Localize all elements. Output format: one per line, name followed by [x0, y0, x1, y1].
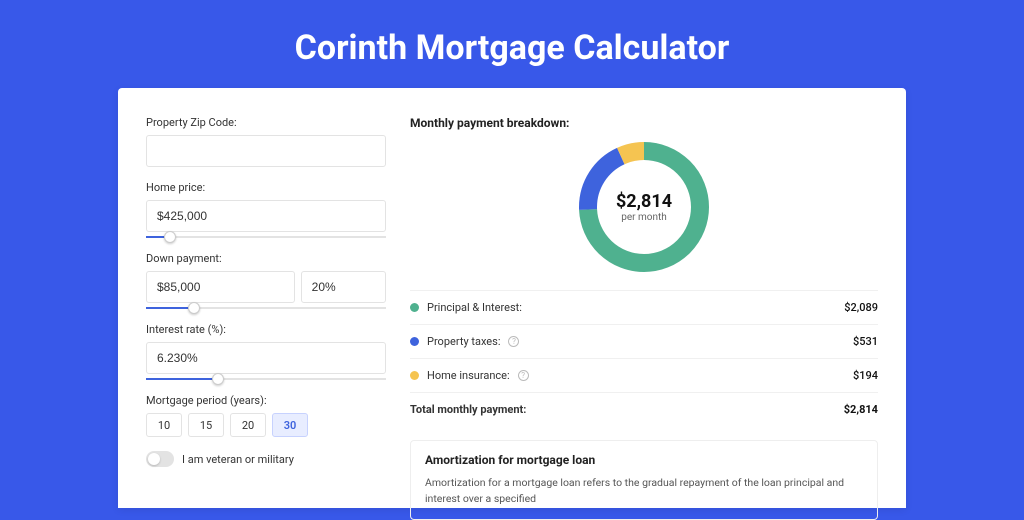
page-title: Corinth Mortgage Calculator [0, 0, 1024, 88]
mortgage-period-label: Mortgage period (years): [146, 394, 386, 407]
interest-rate-input[interactable] [146, 342, 386, 374]
info-icon[interactable]: ? [508, 336, 519, 347]
down-payment-slider-thumb[interactable] [188, 302, 200, 314]
donut-center-sub: per month [621, 212, 667, 223]
down-payment-label: Down payment: [146, 252, 386, 265]
interest-rate-slider-thumb[interactable] [212, 373, 224, 385]
amortization-section: Amortization for mortgage loan Amortizat… [410, 440, 878, 520]
amortization-body: Amortization for a mortgage loan refers … [425, 475, 863, 507]
down-payment-amount-input[interactable] [146, 271, 295, 303]
legend-row: Principal & Interest: $2,089 [410, 291, 878, 325]
period-button-10[interactable]: 10 [146, 413, 182, 437]
interest-rate-slider[interactable] [146, 378, 386, 380]
legend-row: Home insurance:? $194 [410, 359, 878, 393]
home-price-slider-thumb[interactable] [164, 231, 176, 243]
period-button-15[interactable]: 15 [188, 413, 224, 437]
period-button-20[interactable]: 20 [230, 413, 266, 437]
breakdown-panel: Monthly payment breakdown: $2,814 per mo… [410, 116, 878, 508]
calculator-card: Property Zip Code: Home price: Down paym… [118, 88, 906, 508]
home-price-label: Home price: [146, 181, 386, 194]
legend-label: Home insurance: [427, 369, 510, 382]
zip-field-group: Property Zip Code: [146, 116, 386, 167]
interest-rate-group: Interest rate (%): [146, 323, 386, 380]
mortgage-period-group: Mortgage period (years): 10152030 [146, 394, 386, 437]
breakdown-title: Monthly payment breakdown: [410, 116, 878, 130]
zip-input[interactable] [146, 135, 386, 167]
info-icon[interactable]: ? [518, 370, 529, 381]
legend-row: Property taxes:? $531 [410, 325, 878, 359]
legend-value: $2,089 [844, 301, 878, 314]
legend-total-row: Total monthly payment: $2,814 [410, 393, 878, 426]
amortization-title: Amortization for mortgage loan [425, 453, 863, 467]
legend-value: $531 [853, 335, 878, 348]
legend-total-value: $2,814 [844, 403, 878, 416]
down-payment-group: Down payment: [146, 252, 386, 309]
breakdown-legend: Principal & Interest: $2,089 Property taxe… [410, 290, 878, 426]
legend-dot [410, 371, 419, 380]
legend-value: $194 [853, 369, 878, 382]
down-payment-slider[interactable] [146, 307, 386, 309]
legend-label: Principal & Interest: [427, 301, 522, 314]
donut-center-amount: $2,814 [616, 191, 672, 212]
veteran-toggle-row: I am veteran or military [146, 451, 386, 467]
zip-label: Property Zip Code: [146, 116, 386, 129]
legend-dot [410, 337, 419, 346]
veteran-toggle-label: I am veteran or military [182, 453, 294, 466]
payment-donut-chart: $2,814 per month [579, 142, 709, 272]
home-price-group: Home price: [146, 181, 386, 238]
form-panel: Property Zip Code: Home price: Down paym… [146, 116, 386, 508]
veteran-toggle[interactable] [146, 451, 174, 467]
home-price-slider[interactable] [146, 236, 386, 238]
legend-label: Property taxes: [427, 335, 500, 348]
legend-dot [410, 303, 419, 312]
donut-wrap: $2,814 per month [410, 142, 878, 272]
legend-total-label: Total monthly payment: [410, 403, 526, 416]
down-payment-percent-input[interactable] [301, 271, 386, 303]
home-price-input[interactable] [146, 200, 386, 232]
period-button-30[interactable]: 30 [272, 413, 308, 437]
interest-rate-label: Interest rate (%): [146, 323, 386, 336]
